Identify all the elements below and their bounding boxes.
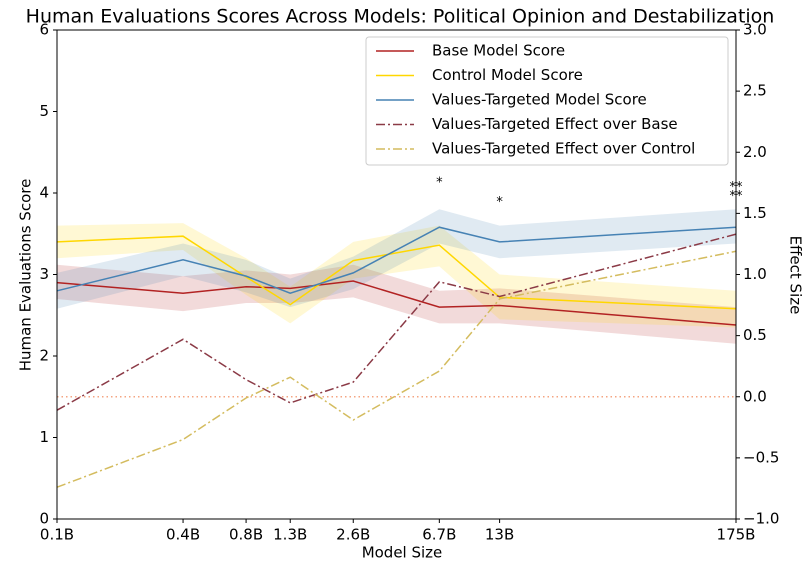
legend: Base Model Score Control Model Score Value… bbox=[365, 36, 729, 166]
legend-label: Base Model Score bbox=[432, 42, 565, 60]
y-axis-label: Human Evaluations Score bbox=[17, 179, 35, 372]
y2-tick-label: −0.5 bbox=[743, 448, 779, 466]
series-line bbox=[56, 233, 737, 411]
legend-label: Values-Targeted Effect over Base bbox=[432, 115, 678, 133]
y2-axis-label: Effect Size bbox=[787, 236, 804, 315]
x-tick-label: 1.3B bbox=[273, 526, 307, 544]
confidence-band bbox=[57, 264, 736, 344]
significance-marker: * bbox=[496, 195, 503, 210]
legend-label: Values-Targeted Effect over Control bbox=[432, 140, 695, 158]
y-tick-label: 5 bbox=[39, 102, 49, 120]
series-line bbox=[56, 226, 737, 295]
x-tick-label: 0.4B bbox=[166, 526, 200, 544]
x-tick-label: 13B bbox=[485, 526, 514, 544]
series-line bbox=[56, 250, 737, 488]
y2-tick-label: 1.5 bbox=[743, 204, 767, 222]
y-tick-label: 6 bbox=[39, 21, 49, 39]
legend-label: Values-Targeted Model Score bbox=[432, 91, 647, 109]
y2-tick-label: 0.0 bbox=[743, 387, 767, 405]
y2-tick-label: −1.0 bbox=[743, 510, 779, 528]
x-tick-label: 2.6B bbox=[336, 526, 370, 544]
y-tick-label: 4 bbox=[39, 184, 49, 202]
y-tick-label: 1 bbox=[39, 428, 49, 446]
confidence-band bbox=[57, 209, 736, 309]
y-tick-label: 0 bbox=[39, 510, 49, 528]
x-tick-label: 0.1B bbox=[40, 526, 74, 544]
y2-tick-label: 1.0 bbox=[743, 265, 767, 283]
confidence-band bbox=[57, 223, 736, 328]
legend-box bbox=[365, 36, 729, 166]
significance-marker: * bbox=[436, 175, 443, 190]
x-axis-label: Model Size bbox=[362, 544, 443, 562]
y2-tick-label: 2.5 bbox=[743, 82, 767, 100]
y2-tick-label: 3.0 bbox=[743, 21, 767, 39]
y-tick-label: 3 bbox=[39, 265, 49, 283]
x-tick-label: 0.8B bbox=[229, 526, 263, 544]
legend-label: Control Model Score bbox=[432, 66, 583, 84]
y2-tick-label: 0.5 bbox=[743, 326, 767, 344]
x-tick-label: 175B bbox=[717, 526, 756, 544]
y2-tick-label: 2.0 bbox=[743, 143, 767, 161]
y-tick-label: 2 bbox=[39, 347, 49, 365]
chart-title: Human Evaluations Scores Across Models: … bbox=[26, 6, 775, 28]
x-tick-label: 6.7B bbox=[422, 526, 456, 544]
series-line bbox=[56, 280, 737, 326]
